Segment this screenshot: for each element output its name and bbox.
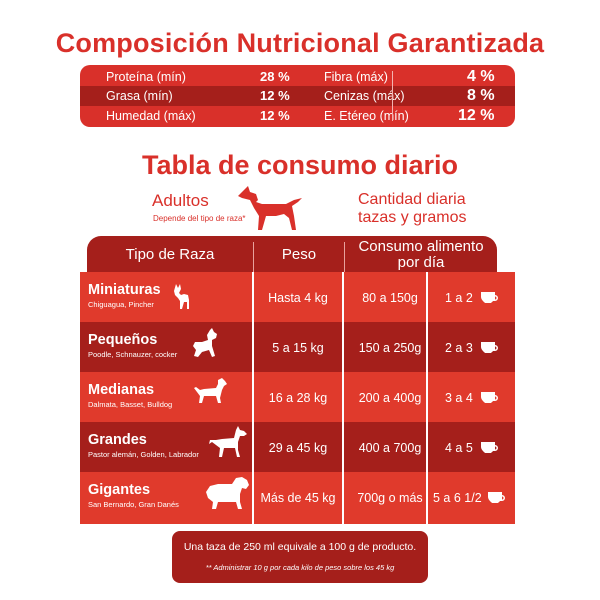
footer-footnote: ** Administrar 10 g por cada kilo de pes… [205,563,395,572]
nutrition-value: 4 % [467,68,495,85]
consumption-cell: 700g o más [344,472,503,524]
nutrition-value: 12 % [458,107,495,124]
weight-cell: 5 a 15 kg [254,322,342,374]
section-title: Tabla de consumo diario [141,150,459,180]
consumption-cell: 150 a 250g [344,322,503,374]
breed-examples: Dalmata, Basset, Bulldog [88,400,173,409]
breed-cell: Grandes Pastor alemán, Golden, Labrador [80,422,252,474]
cup-icon [481,442,498,453]
consumption-value: 400 a 700g [358,441,422,455]
nutrition-row: Proteína (mín) 28 % Fibra (máx) 4 % [80,67,515,87]
breed-cell: Pequeños Poodle, Schnauzer, cocker [80,322,252,374]
breed-name: Medianas [88,382,155,398]
consumption-value: 80 a 150g [362,291,418,305]
table-row: Medianas Dalmata, Basset, Bulldog 16 a 2… [80,372,515,424]
footer-note: Una taza de 250 ml equivale a 100 g de p… [172,531,428,583]
breed-examples: Poodle, Schnauzer, cocker [88,350,178,359]
cups-value: 1 a 2 [445,291,473,305]
weight-value: 29 a 45 kg [268,441,328,455]
breed-examples: San Bernardo, Gran Danés [88,500,179,509]
adultos-label: Adultos [152,191,209,210]
table-row: Miniaturas Chiguagua, Pincher Hasta 4 kg… [80,272,515,324]
header-raza: Tipo de Raza [125,246,215,263]
nutrition-value: 8 % [467,87,495,104]
page-title: Composición Nutricional Garantizada [55,28,545,58]
nutrition-row: Grasa (mín) 12 % Cenizas (máx) 8 % [80,86,515,106]
weight-cell: Más de 45 kg [254,472,342,524]
table-row: Pequeños Poodle, Schnauzer, cocker 5 a 1… [80,322,515,374]
nutrition-label: E. Etéreo (mín) [324,109,409,123]
footer-line: Una taza de 250 ml equivale a 100 g de p… [183,541,417,553]
weight-cell: 16 a 28 kg [254,372,342,424]
nutrition-value: 12 % [260,88,290,103]
cups-value: 5 a 6 1/2 [433,491,482,505]
nutrition-label: Grasa (mín) [106,89,173,103]
cup-icon [481,292,498,303]
chihuahua-icon [174,284,189,309]
weight-value: 16 a 28 kg [268,391,328,405]
breed-examples: Pastor alemán, Golden, Labrador [88,450,199,459]
cup-icon [481,342,498,353]
consumption-value: 700g o más [357,491,423,505]
breed-cell: Miniaturas Chiguagua, Pincher [80,272,252,324]
consumption-value: 150 a 250g [358,341,422,355]
cantidad-line: Cantidad diaria [358,191,466,208]
nutrition-table: Proteína (mín) 28 % Fibra (máx) 4 % Gras… [80,65,515,127]
header-divider [344,242,345,280]
header-consumo-line: Consumo alimento [358,238,484,255]
medium-dog-icon [194,378,227,403]
header-consumo: Consumo alimento por día [345,239,497,271]
weight-cell: Hasta 4 kg [254,272,342,324]
breed-name: Grandes [88,432,147,448]
cup-icon [481,392,498,403]
cups-value: 3 a 4 [445,391,473,405]
table-row: Grandes Pastor alemán, Golden, Labrador … [80,422,515,474]
breed-name: Miniaturas [88,282,161,298]
consumption-cell: 400 a 700g [344,422,503,474]
nutrition-label: Fibra (máx) [324,70,388,84]
breed-cell: Medianas Dalmata, Basset, Bulldog [80,372,252,424]
header-divider [253,242,254,280]
cups-value: 2 a 3 [445,341,473,355]
nutrition-label: Proteína (mín) [106,70,186,84]
schnauzer-icon [193,328,217,357]
nutrition-label: Cenizas (máx) [324,89,405,103]
cantidad-line: tazas y gramos [358,209,467,226]
consumption-cell: 200 a 400g [344,372,503,424]
nutrition-value: 28 % [260,69,290,84]
consumption-value: 200 a 400g [358,391,422,405]
large-dog-icon [209,426,247,457]
nutrition-label: Humedad (máx) [106,109,196,123]
weight-value: 5 a 15 kg [272,341,324,355]
nutrition-row: Humedad (máx) 12 % E. Etéreo (mín) 12 % [80,106,515,126]
adultos-note: Depende del tipo de raza* [153,214,246,223]
cantidad-label: Cantidad diaria tazas y gramos [358,191,478,227]
table-row: Gigantes San Bernardo, Gran Danés Más de… [80,472,515,524]
saint-bernard-icon [206,477,249,509]
breed-name: Gigantes [88,482,151,498]
weight-value: Más de 45 kg [260,491,336,505]
cup-icon [488,492,505,503]
breed-examples: Chiguagua, Pincher [88,300,154,309]
weight-value: Hasta 4 kg [268,291,328,305]
nutrition-divider [392,71,393,121]
header-peso: Peso [281,246,317,263]
breed-name: Pequeños [88,332,158,348]
dog-silhouette-icon [238,186,302,230]
header-consumo-line: por día [397,254,445,271]
breed-cell: Gigantes San Bernardo, Gran Danés [80,472,252,524]
consumption-cell: 80 a 150g [344,272,503,324]
nutrition-value: 12 % [260,108,290,123]
weight-cell: 29 a 45 kg [254,422,342,474]
cups-value: 4 a 5 [445,441,473,455]
